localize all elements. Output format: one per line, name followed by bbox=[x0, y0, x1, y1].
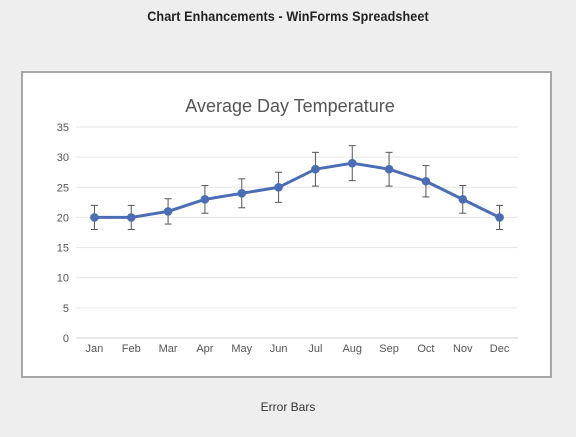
x-tick-label: Sep bbox=[379, 343, 399, 355]
data-point bbox=[90, 213, 99, 222]
y-tick-label: 0 bbox=[63, 333, 69, 345]
y-tick-label: 5 bbox=[63, 303, 69, 315]
y-tick-label: 35 bbox=[57, 122, 69, 134]
page-title: Chart Enhancements - WinForms Spreadshee… bbox=[147, 8, 429, 24]
data-point bbox=[347, 158, 357, 168]
data-point bbox=[126, 213, 136, 222]
chart-caption: Error Bars bbox=[260, 400, 316, 414]
x-tick-label: Jan bbox=[86, 343, 104, 355]
data-point bbox=[384, 164, 394, 174]
data-point bbox=[495, 213, 504, 222]
x-tick-label: Dec bbox=[490, 343, 510, 355]
x-tick-label: Jul bbox=[308, 343, 322, 355]
data-point bbox=[237, 189, 247, 198]
x-tick-label: Nov bbox=[453, 343, 473, 355]
y-tick-label: 25 bbox=[57, 182, 69, 194]
y-tick-label: 10 bbox=[57, 273, 69, 285]
data-point bbox=[274, 182, 283, 192]
series-line bbox=[92, 161, 502, 219]
y-tick-label: 30 bbox=[57, 152, 69, 164]
y-tick-label: 20 bbox=[57, 212, 69, 224]
x-tick-label: Mar bbox=[159, 343, 178, 355]
data-point bbox=[421, 176, 431, 186]
data-point bbox=[200, 195, 210, 204]
x-tick-label: May bbox=[231, 343, 252, 355]
data-point bbox=[458, 195, 468, 204]
error-bar-line-chart: Average Day Temperature 0 5 10 15 20 25 30 35 J… bbox=[57, 96, 518, 355]
x-tick-label: Feb bbox=[122, 343, 141, 355]
data-point bbox=[163, 207, 173, 216]
chart-title: Average Day Temperature bbox=[185, 96, 394, 116]
y-tick-label: 15 bbox=[57, 243, 69, 255]
x-tick-label: Aug bbox=[342, 343, 362, 355]
x-tick-label: Jun bbox=[270, 343, 288, 355]
chart-container: Average Day Temperature 0 5 10 15 20 25 30 35 J… bbox=[21, 71, 552, 378]
x-tick-label: Oct bbox=[417, 343, 434, 355]
data-point bbox=[311, 164, 320, 174]
x-tick-label: Apr bbox=[196, 343, 213, 355]
